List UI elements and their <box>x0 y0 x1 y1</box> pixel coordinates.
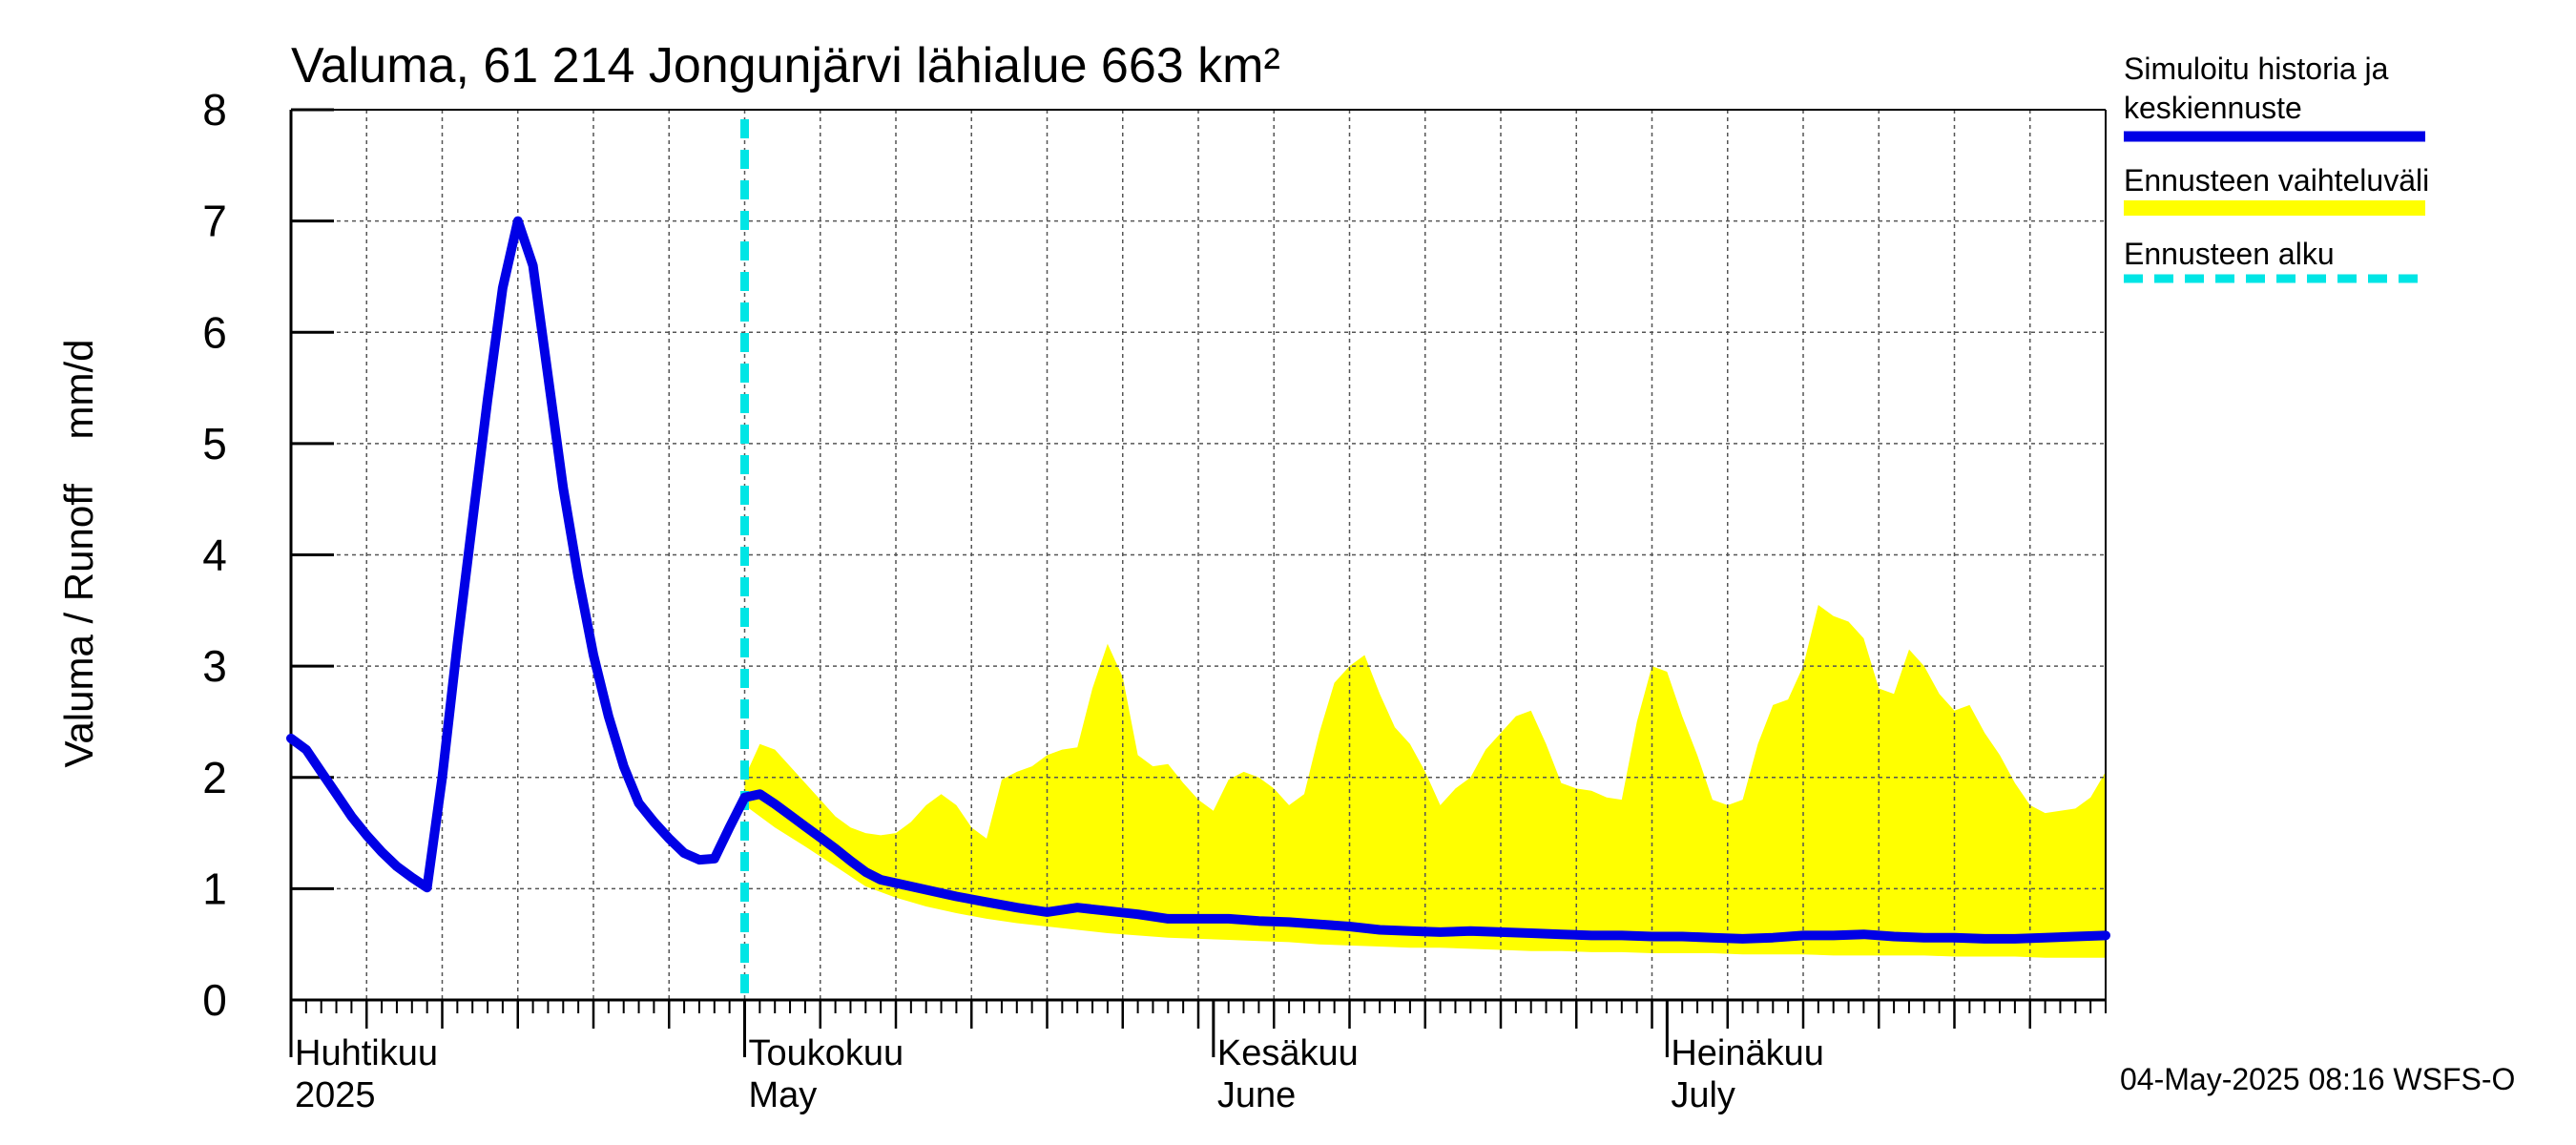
legend-range-label: Ennusteen vaihteluväli <box>2124 163 2429 198</box>
plot-area: 012345678Huhtikuu2025ToukokuuMayKesäkuuJ… <box>202 85 2110 1115</box>
y-tick-label: 1 <box>202 864 227 913</box>
legend-start-label: Ennusteen alku <box>2124 237 2335 271</box>
footer-timestamp: 04-May-2025 08:16 WSFS-O <box>2120 1062 2515 1096</box>
y-tick-label: 4 <box>202 531 227 580</box>
y-tick-label: 7 <box>202 197 227 246</box>
y-tick-label: 5 <box>202 419 227 468</box>
x-month-label: Huhtikuu <box>295 1033 438 1073</box>
x-month-label: Toukokuu <box>749 1033 904 1073</box>
x-month-sublabel: 2025 <box>295 1075 376 1115</box>
x-month-sublabel: June <box>1217 1075 1296 1115</box>
history-forecast-line <box>286 216 2110 944</box>
x-month-sublabel: May <box>749 1075 818 1115</box>
y-axis-label: Valuma / Runoff mm/d <box>56 340 101 768</box>
y-tick-label: 2 <box>202 753 227 802</box>
legend: Simuloitu historia ja keskiennuste Ennus… <box>2124 52 2429 283</box>
y-tick-label: 8 <box>202 85 227 135</box>
y-tick-label: 3 <box>202 641 227 691</box>
x-month-label: Kesäkuu <box>1217 1033 1359 1073</box>
legend-history-label-line1: Simuloitu historia ja <box>2124 52 2389 86</box>
legend-history-label-line2: keskiennuste <box>2124 91 2302 125</box>
forecast-range-band <box>744 605 2106 958</box>
y-tick-label: 0 <box>202 975 227 1025</box>
y-tick-label: 6 <box>202 307 227 357</box>
chart-title: Valuma, 61 214 Jongunjärvi lähialue 663 … <box>291 38 1280 94</box>
x-month-sublabel: July <box>1671 1075 1735 1115</box>
x-month-label: Heinäkuu <box>1671 1033 1824 1073</box>
